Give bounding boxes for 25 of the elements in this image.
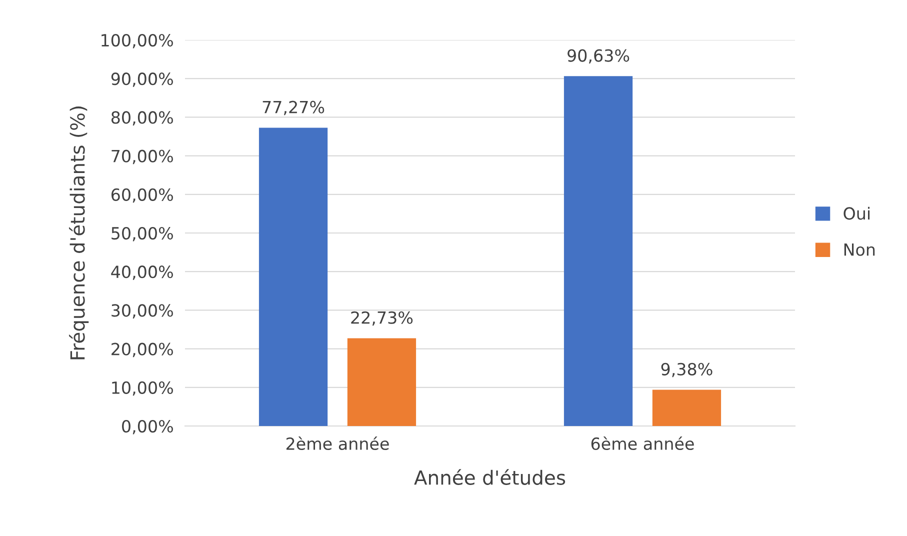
bar xyxy=(652,390,722,426)
x-tick-label: 2ème année xyxy=(286,436,389,450)
y-tick-label: 0,00% xyxy=(122,420,173,434)
data-label: 22,73% xyxy=(351,311,413,326)
y-tick-label: 90,00% xyxy=(111,72,173,87)
data-label: 9,38% xyxy=(661,362,712,378)
y-tick-label: 100,00% xyxy=(102,34,173,48)
y-tick-label: 80,00% xyxy=(111,111,173,126)
bar xyxy=(564,76,633,426)
y-tick-label: 20,00% xyxy=(112,342,173,358)
data-label: 77,27% xyxy=(262,100,324,116)
y-axis-title: Fréquence d'étudiants (%) xyxy=(69,106,89,360)
data-label: 90,63% xyxy=(568,49,630,64)
bar xyxy=(347,338,416,426)
legend-label: Oui xyxy=(844,206,870,220)
y-tick-label: 70,00% xyxy=(112,150,173,164)
y-tick-label: 60,00% xyxy=(112,188,173,203)
y-tick-label: 50,00% xyxy=(112,226,173,242)
y-tick-label: 10,00% xyxy=(112,381,173,396)
bar xyxy=(258,128,328,426)
y-tick-label: 40,00% xyxy=(111,266,173,280)
legend-label: Non xyxy=(844,244,875,256)
x-tick-label: 6ème année xyxy=(591,436,694,450)
x-axis-title: Année d'études xyxy=(414,469,566,485)
y-tick-label: 30,00% xyxy=(112,304,173,318)
